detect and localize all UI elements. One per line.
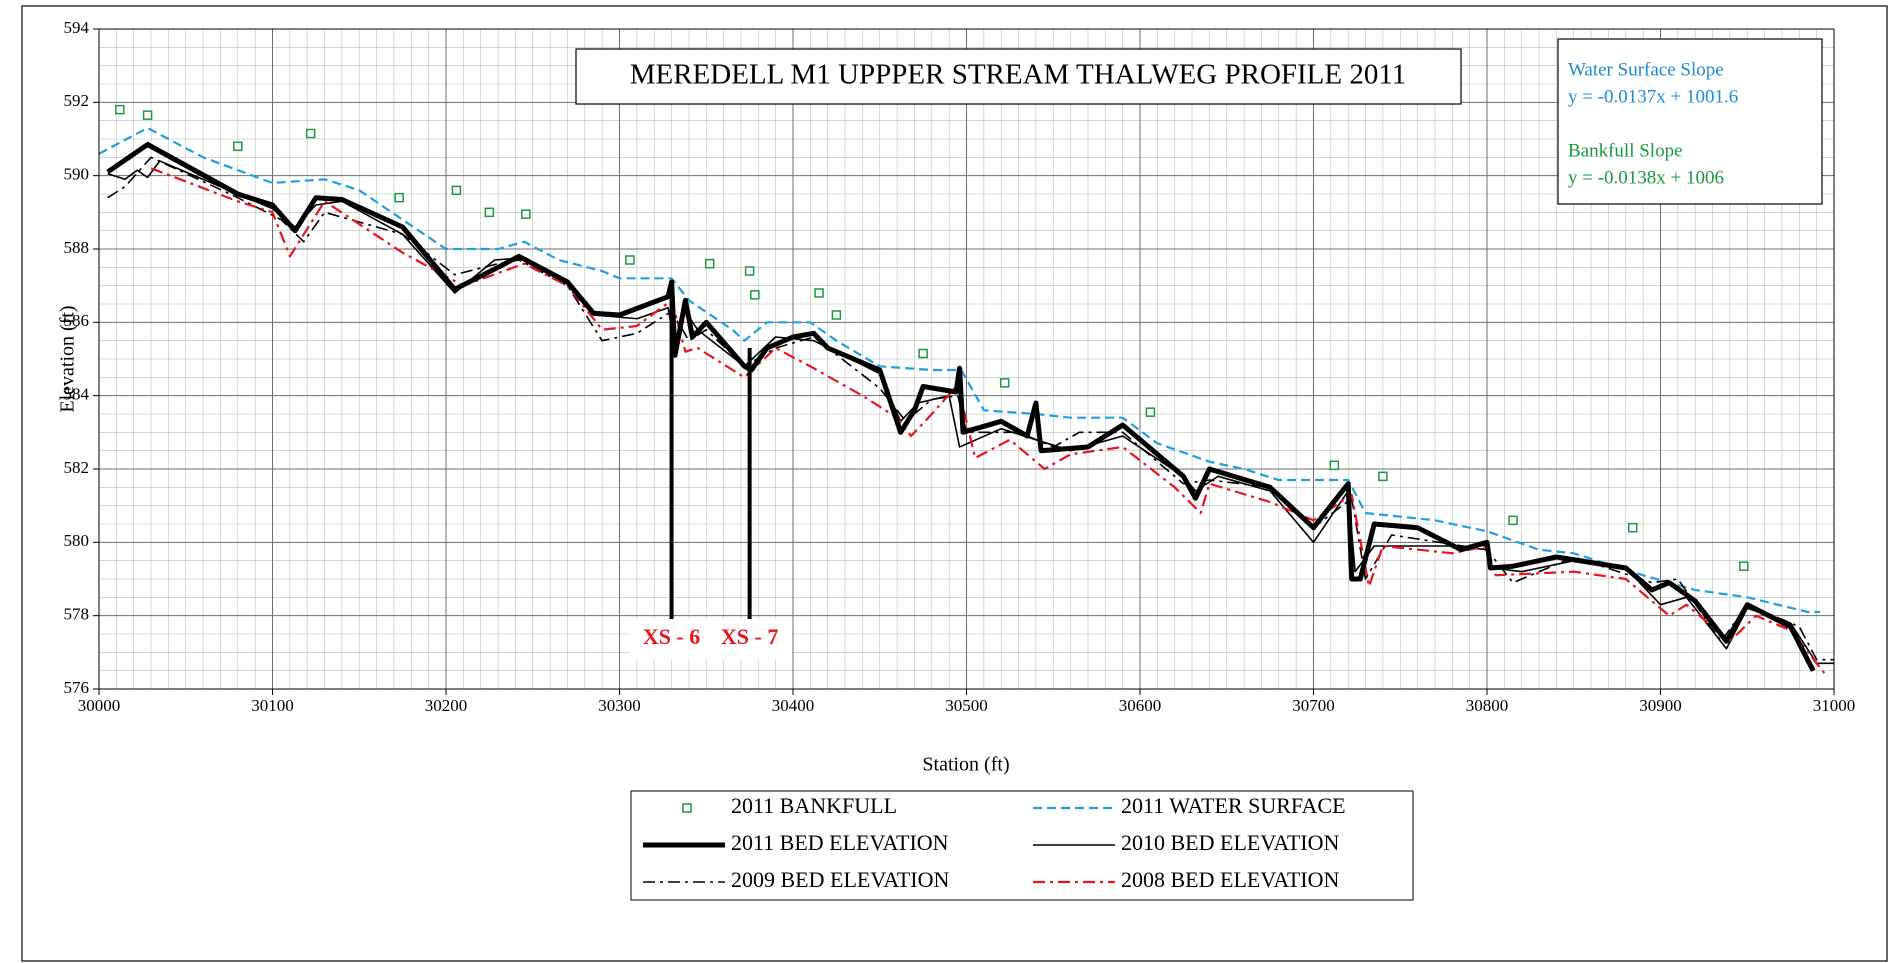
bankfull-point [1508, 515, 1518, 526]
x-tick-label: 31000 [1813, 696, 1856, 715]
series-line [107, 156, 1834, 661]
bankfull-point [814, 288, 824, 298]
annotation-box [707, 619, 792, 659]
bankfull-point [831, 310, 842, 320]
legend-swatch [682, 803, 692, 813]
x-tick-label: 30400 [772, 696, 815, 715]
x-tick-label: 30500 [945, 696, 988, 715]
x-tick-label: 30000 [78, 696, 121, 715]
slope-title: Bankfull Slope [1568, 140, 1683, 161]
legend-label: 2011 BANKFULL [731, 793, 897, 818]
y-tick-label: 578 [64, 605, 90, 624]
x-axis-label: Station (ft) [922, 754, 1009, 776]
annotation-label: XS - 7 [721, 624, 778, 649]
x-tick-label: 30700 [1292, 696, 1335, 715]
annotation-box [629, 619, 714, 659]
bankfull-point [1329, 460, 1340, 471]
x-tick-label: 30600 [1119, 696, 1162, 715]
x-tick-label: 30900 [1639, 696, 1682, 715]
y-axis-label: Elevation (ft) [57, 305, 79, 412]
bankfull-point [1627, 522, 1638, 533]
bankfull-point [1378, 471, 1388, 482]
bankfull-point [305, 128, 316, 139]
bankfull-point [233, 141, 243, 152]
plot-area [99, 104, 1834, 675]
bankfull-point [625, 255, 635, 265]
x-tick-label: 30200 [425, 696, 468, 715]
y-tick-label: 586 [64, 311, 90, 330]
bankfull-point [750, 290, 760, 300]
slope-title: Water Surface Slope [1568, 59, 1724, 80]
series-line [99, 126, 1821, 614]
y-tick-label: 582 [64, 458, 90, 477]
x-tick-label: 30800 [1466, 696, 1509, 715]
series-line [150, 167, 1827, 675]
slope-equation: y = -0.0137x + 1001.6 [1568, 86, 1738, 107]
bankfull-point [1739, 561, 1749, 571]
legend-label: 2011 WATER SURFACE [1121, 793, 1346, 818]
bankfull-point [451, 185, 462, 196]
series-line [107, 160, 1834, 665]
slope-equation: y = -0.0138x + 1006 [1568, 167, 1724, 188]
bankfull-point [704, 258, 715, 269]
y-tick-label: 592 [64, 91, 90, 110]
bankfull-point [521, 209, 531, 219]
slope-box [1557, 38, 1823, 205]
chart-title: MEREDELL M1 UPPPER STREAM THALWEG PROFIL… [630, 59, 1407, 91]
legend [630, 790, 1414, 901]
y-tick-label: 576 [64, 678, 90, 697]
x-tick-label: 30100 [251, 696, 294, 715]
x-tick-label: 30300 [598, 696, 641, 715]
bankfull-point [394, 192, 404, 203]
bankfull-point [744, 266, 755, 276]
bankfull-point [918, 348, 928, 359]
bankfull-point [484, 207, 495, 218]
chart-border [21, 5, 1888, 962]
legend-label: 2008 BED ELEVATION [1121, 867, 1339, 892]
bankfull-point [1145, 407, 1156, 417]
y-tick-label: 580 [64, 531, 90, 550]
y-tick-label: 588 [64, 238, 90, 257]
legend-label: 2011 BED ELEVATION [731, 830, 949, 855]
title-box [575, 48, 1462, 105]
legend-label: 2010 BED ELEVATION [1121, 830, 1339, 855]
bankfull-point [115, 104, 125, 115]
y-tick-label: 584 [64, 385, 90, 404]
y-tick-label: 590 [64, 165, 90, 184]
bankfull-point [999, 378, 1010, 388]
legend-label: 2009 BED ELEVATION [731, 867, 949, 892]
bankfull-point [142, 110, 153, 120]
annotation-label: XS - 6 [643, 624, 700, 649]
series-line [106, 142, 1816, 672]
y-tick-label: 594 [64, 18, 90, 37]
